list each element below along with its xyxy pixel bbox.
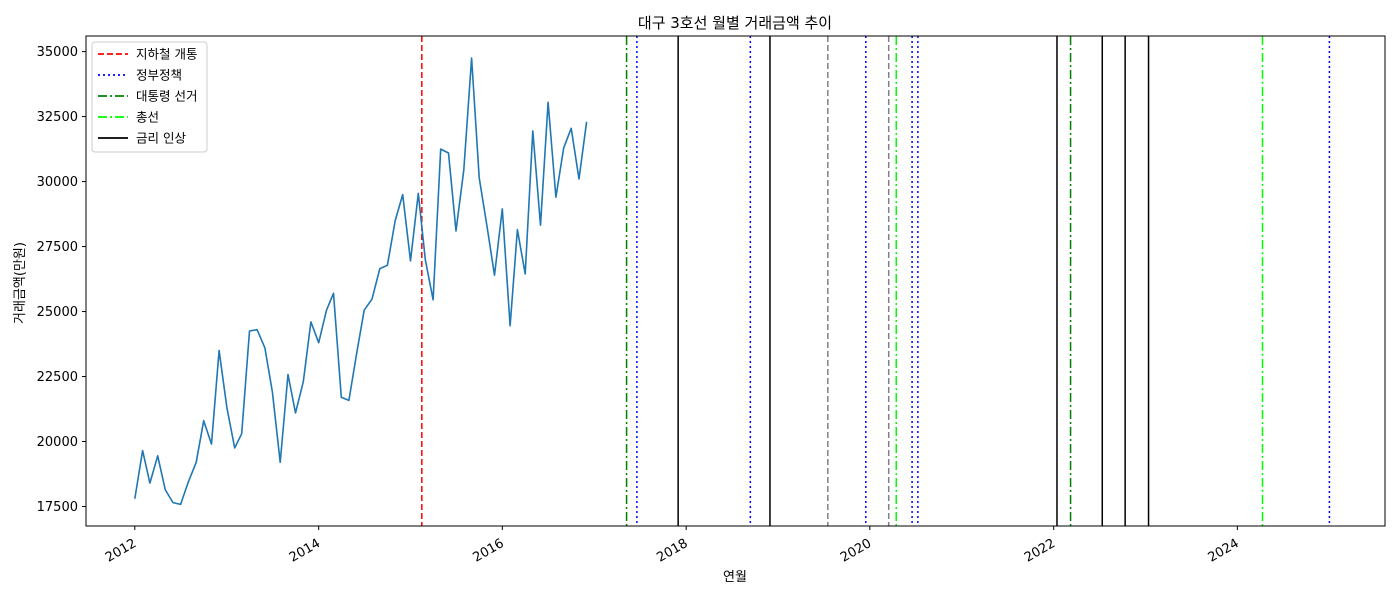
event-lines xyxy=(421,36,1331,526)
y-tick-label: 35000 xyxy=(37,45,78,60)
legend-label: 금리 인상 xyxy=(136,131,186,146)
plot-frame xyxy=(85,35,1386,527)
y-tick-label: 22500 xyxy=(37,370,78,385)
y-tick-label: 20000 xyxy=(37,435,78,450)
legend-label: 총선 xyxy=(136,110,159,125)
series-layer xyxy=(134,57,588,506)
legend-box xyxy=(91,41,208,153)
y-tick-label: 32500 xyxy=(37,110,78,125)
y-tick-label: 17500 xyxy=(37,500,78,515)
y-tick-label: 27500 xyxy=(37,240,78,255)
y-tick-label: 30000 xyxy=(37,175,78,190)
legend-label: 정부정책 xyxy=(136,68,182,83)
legend-label: 대통령 선거 xyxy=(136,89,197,104)
chart-title: 대구 3호선 월별 거래금액 추이 xyxy=(638,14,832,32)
x-axis-title: 연월 xyxy=(723,570,747,585)
legend-label: 지하철 개통 xyxy=(136,47,197,62)
y-tick-label: 25000 xyxy=(37,305,78,320)
series-line xyxy=(134,57,588,506)
y-axis: 17500 20000 22500 25000 27500 30000 32500 35000 xyxy=(37,45,86,515)
y-axis-title: 거래금액(만원) xyxy=(13,242,28,324)
